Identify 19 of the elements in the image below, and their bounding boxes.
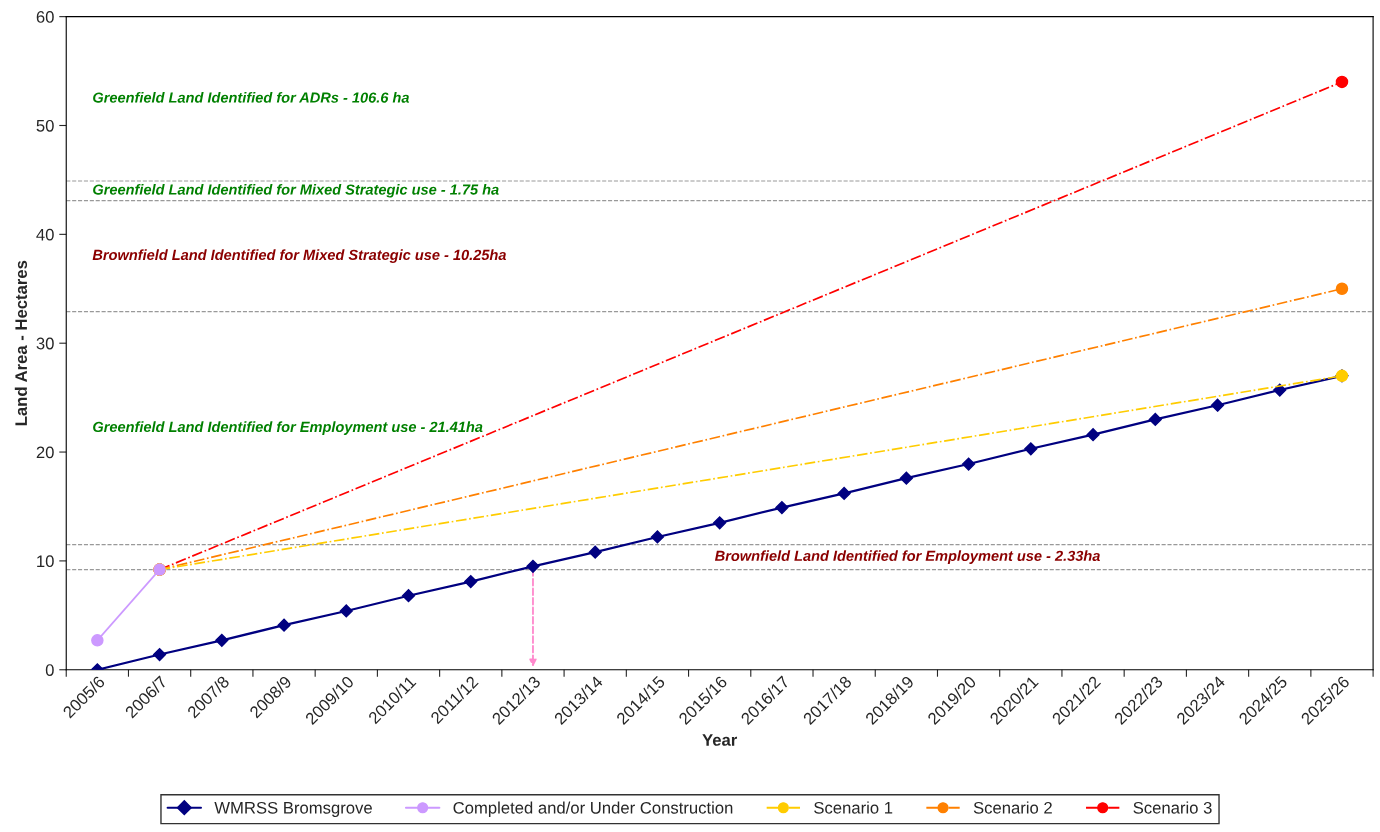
x-axis-title: Year (702, 734, 738, 746)
legend-label: WMRSS Bromsgrove (214, 801, 372, 817)
legend-label: Completed and/or Under Construction (453, 801, 733, 817)
legend-label: Scenario 1 (814, 801, 893, 814)
y-tick-label: 0 (45, 664, 54, 676)
annotation: Greenfield Land Identified for Employment use - 21.41ha (93, 421, 483, 435)
y-tick-label: 60 (36, 11, 54, 23)
y-tick-label: 20 (36, 446, 54, 459)
y-axis-title: Land Area - Hectares (14, 260, 28, 426)
y-tick-label: 30 (36, 337, 54, 350)
legend-label: Scenario 2 (973, 801, 1052, 814)
y-tick-label: 50 (36, 119, 54, 132)
annotation: Brownfield Land Identified for Employment use - 2.33ha (714, 550, 1100, 564)
annotation: Greenfield Land Identified for Mixed Strategic use - 1.75 ha (93, 184, 499, 198)
y-tick-label: 40 (36, 228, 54, 241)
y-tick-label: 10 (37, 555, 54, 568)
legend-label: Scenario 3 (1133, 801, 1212, 814)
annotation: Brownfield Land Identified for Mixed Strategic use - 10.25ha (92, 249, 507, 263)
annotation: Greenfield Land Identified for ADRs - 106.6 ha (93, 92, 410, 103)
